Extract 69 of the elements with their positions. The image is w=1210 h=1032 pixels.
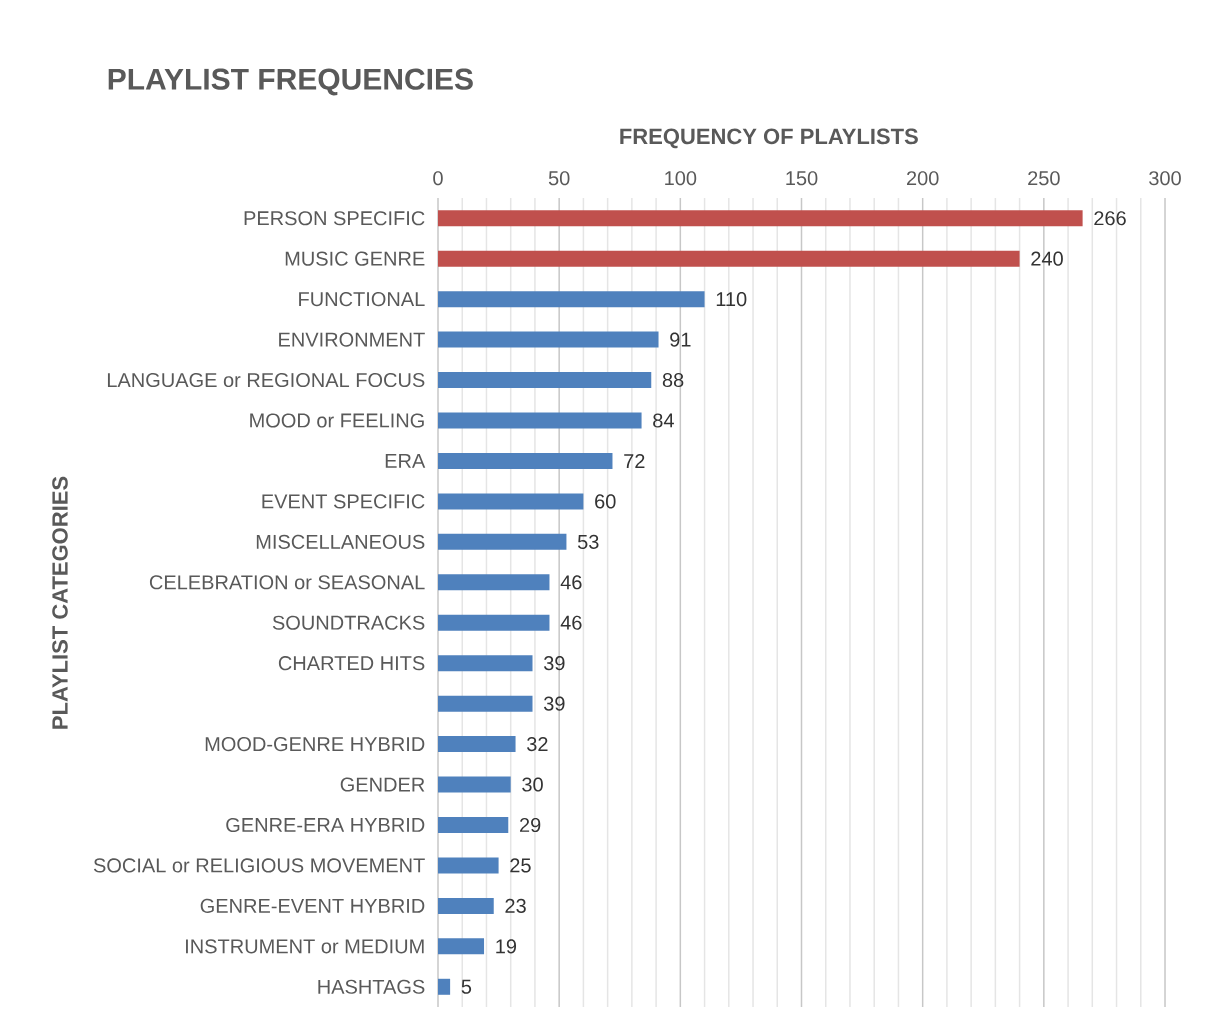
x-tick-label: 200: [906, 171, 939, 186]
x-tick-label: 150: [786, 171, 818, 186]
data-label: 53: [577, 534, 599, 549]
bar: [438, 493, 584, 510]
data-label: 266: [1094, 211, 1126, 226]
bar: [438, 736, 516, 753]
data-label: 72: [624, 453, 645, 468]
data-label: 39: [543, 696, 565, 711]
y-tick-label: MISCELLANEOUS: [256, 534, 425, 549]
bar: [438, 533, 567, 550]
data-label: 84: [653, 413, 674, 428]
bar: [438, 331, 659, 348]
x-tick-label: 300: [1149, 171, 1181, 186]
data-label: 5: [461, 979, 472, 994]
data-label: 91: [670, 332, 691, 347]
data-label: 23: [505, 898, 526, 913]
y-tick-label: SOUNDTRACKS: [272, 615, 425, 630]
data-label: 30: [522, 777, 543, 792]
bar: [438, 897, 494, 914]
bar: [438, 978, 451, 995]
y-tick-label: MOOD-GENRE HYBRID: [205, 737, 425, 752]
bar: [438, 291, 705, 308]
bar: [438, 776, 511, 793]
y-tick-label: MOOD or FEELING: [250, 413, 424, 428]
bar: [438, 412, 642, 429]
x-axis-title: FREQUENCY OF PLAYLISTS: [620, 128, 918, 149]
data-label: 19: [496, 939, 517, 954]
data-label: 39: [543, 656, 565, 671]
y-tick-label: CELEBRATION or SEASONAL: [149, 575, 425, 590]
y-tick-label: GENRE-EVENT HYBRID: [200, 898, 425, 913]
x-tick-label: 0: [433, 171, 443, 186]
x-tick-label: 250: [1028, 171, 1060, 186]
data-label: 88: [662, 372, 684, 388]
y-tick-label: SOCIAL or RELIGIOUS MOVEMENT: [93, 858, 425, 873]
y-tick-label: MUSIC GENRE: [285, 251, 425, 266]
data-label: 46: [560, 575, 582, 590]
bar: [438, 452, 613, 469]
bar: [438, 210, 1083, 227]
data-label: 32: [527, 737, 548, 752]
data-label: 29: [519, 817, 541, 833]
data-label: 240: [1031, 251, 1063, 266]
y-tick-label: LANGUAGE or REGIONAL FOCUS: [107, 372, 425, 388]
data-label: 110: [716, 292, 747, 307]
y-tick-label: EVENT SPECIFIC: [262, 494, 425, 509]
bar: [438, 250, 1020, 267]
y-tick-label: ERA: [385, 454, 426, 468]
bar: [438, 574, 550, 591]
bar: [438, 614, 550, 631]
bar: [438, 816, 509, 833]
y-tick-label: CHARTED HITS: [278, 656, 425, 671]
bar: [438, 372, 652, 389]
y-tick-label: INSTRUMENT or MEDIUM: [186, 939, 424, 954]
data-label: 46: [560, 615, 582, 630]
bar: [438, 655, 533, 672]
y-tick-label: GENDER: [340, 777, 425, 792]
chart-title: PLAYLIST FREQUENCIES: [108, 68, 473, 96]
y-tick-label: GENRE-ERA HYBRID: [226, 817, 425, 833]
y-tick-label: FUNCTIONAL: [299, 292, 425, 307]
x-tick-label: 50: [548, 171, 570, 186]
y-tick-label: ENVIRONMENT: [279, 332, 425, 347]
bar: [438, 938, 485, 955]
x-tick-label: 100: [665, 171, 697, 186]
y-axis-title: PLAYLIST CATEGORIES: [52, 476, 68, 729]
y-tick-label: HASHTAGS: [318, 979, 425, 994]
y-tick-label: PERSON SPECIFIC: [244, 211, 425, 226]
data-label: 25: [510, 858, 531, 873]
data-label: 60: [595, 494, 616, 509]
bar: [438, 695, 533, 712]
bar: [438, 857, 499, 874]
